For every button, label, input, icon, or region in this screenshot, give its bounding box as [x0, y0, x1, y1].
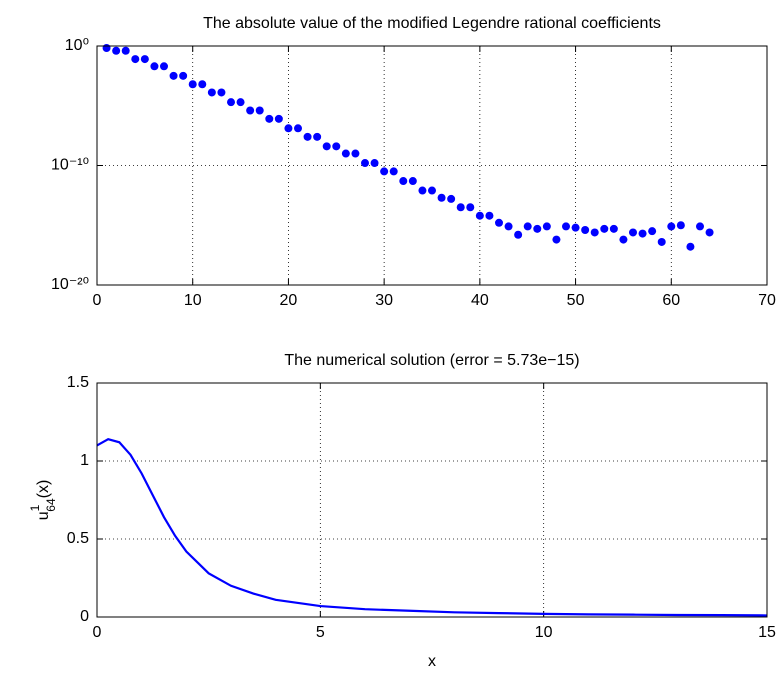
- point: [284, 124, 293, 133]
- point: [629, 228, 637, 237]
- point: [188, 80, 197, 89]
- point: [581, 226, 590, 235]
- y-tick-label: 1.5: [67, 374, 89, 391]
- point: [485, 211, 494, 220]
- y-tick-label: 1: [80, 452, 89, 469]
- x-tick-label: 15: [758, 624, 776, 641]
- x-tick-label: 10: [535, 624, 553, 641]
- y-tick-label: 0: [80, 608, 89, 625]
- subplot: 0 10 20 30 40 50 60 70 10⁻²⁰ 10⁻¹⁰ 10⁰ The absolute…: [51, 15, 776, 309]
- point: [571, 223, 580, 232]
- point: [657, 237, 666, 246]
- point: [294, 124, 302, 133]
- point: [246, 106, 255, 115]
- point: [131, 55, 140, 64]
- point: [121, 46, 130, 55]
- y-tick-label: 10⁻¹⁰: [51, 157, 89, 174]
- point: [676, 221, 685, 230]
- point: [418, 186, 427, 195]
- point: [504, 222, 513, 231]
- point: [638, 229, 647, 238]
- point: [207, 88, 216, 97]
- point: [303, 132, 312, 141]
- point: [236, 98, 245, 107]
- point: [437, 193, 446, 202]
- axes-frame: [96, 45, 768, 286]
- y-label-sub: 64: [44, 498, 58, 512]
- point: [255, 106, 264, 115]
- point: [102, 44, 111, 53]
- y-tick-label: 0.5: [67, 530, 89, 547]
- point: [179, 71, 188, 80]
- plot-area: [97, 383, 767, 617]
- x-tick-label: 30: [375, 292, 393, 309]
- point: [112, 46, 121, 55]
- point: [600, 224, 609, 233]
- x-tick-label: 5: [316, 624, 325, 641]
- x-tick-label: 40: [471, 292, 489, 309]
- point: [399, 177, 408, 186]
- data-line: [96, 437, 768, 617]
- point: [619, 235, 628, 244]
- point: [552, 235, 561, 244]
- x-tick-label: 60: [662, 292, 680, 309]
- y-axis-label: u1 64(x): [28, 480, 58, 521]
- x-tick-label: 50: [567, 292, 585, 309]
- point: [447, 194, 456, 203]
- point: [140, 55, 149, 64]
- subplot: 0 5 10 15 0 0.5 1 1.5 The numerical solution (er…: [28, 352, 776, 670]
- point: [466, 203, 475, 212]
- y-label-arg: (x): [35, 480, 52, 499]
- point: [696, 222, 704, 231]
- point: [265, 114, 274, 123]
- point: [150, 62, 159, 71]
- point: [380, 167, 389, 176]
- point: [495, 218, 503, 227]
- point: [456, 203, 465, 212]
- x-tick-label: 20: [280, 292, 298, 309]
- point: [686, 242, 695, 251]
- point: [514, 230, 523, 239]
- axes-frame: [96, 382, 768, 618]
- x-tick-label: 10: [184, 292, 202, 309]
- point: [408, 177, 417, 186]
- chart-title: The absolute value of the modified Legen…: [203, 15, 661, 32]
- point: [533, 224, 542, 233]
- point: [322, 142, 331, 151]
- x-tick-label: 0: [93, 292, 102, 309]
- point: [370, 159, 379, 168]
- point: [389, 167, 398, 176]
- y-tick-label: 10⁰: [65, 37, 89, 54]
- point: [609, 224, 618, 233]
- x-tick-label: 70: [758, 292, 776, 309]
- x-axis-label: x: [428, 653, 436, 670]
- point: [274, 114, 283, 123]
- point: [428, 186, 436, 195]
- point: [351, 149, 360, 158]
- x-tick-label: 0: [93, 624, 102, 641]
- plot-area: [97, 46, 767, 285]
- point: [160, 62, 168, 71]
- point: [217, 88, 226, 97]
- point: [648, 227, 657, 236]
- point: [705, 228, 714, 237]
- y-tick-label: 10⁻²⁰: [51, 276, 89, 293]
- point: [523, 222, 532, 231]
- point: [475, 211, 484, 220]
- point: [667, 222, 676, 231]
- point: [590, 228, 599, 237]
- y-label-sup: 1: [28, 504, 42, 511]
- point: [227, 98, 235, 107]
- point: [361, 159, 369, 168]
- point: [198, 80, 207, 89]
- point: [542, 222, 551, 231]
- point: [562, 222, 570, 231]
- chart-title: The numerical solution (error = 5.73e−15…: [284, 352, 579, 369]
- point: [313, 132, 322, 141]
- point: [332, 142, 341, 151]
- y-label-base: u: [35, 511, 52, 520]
- point: [169, 71, 178, 80]
- point: [341, 149, 350, 158]
